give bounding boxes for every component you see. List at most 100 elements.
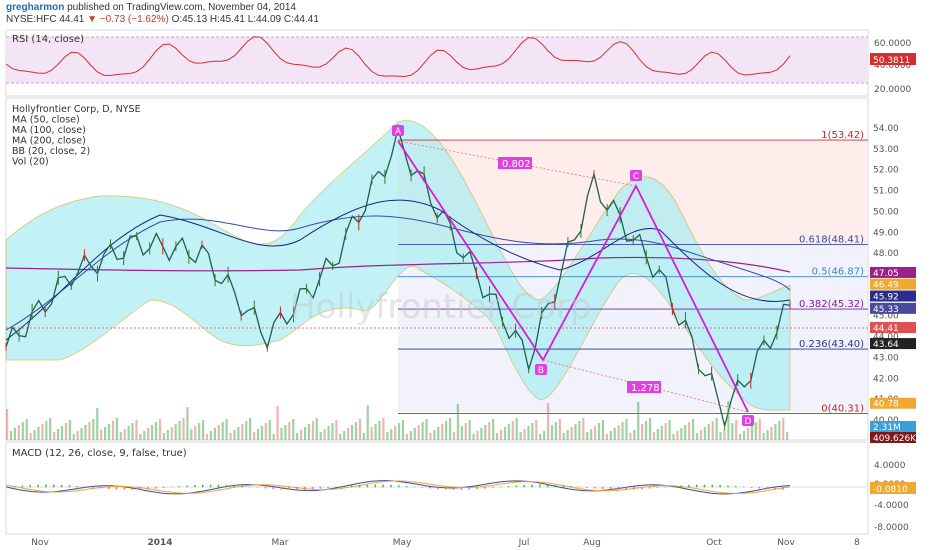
macd-tick-label: 4.0000 <box>874 461 906 471</box>
macd-panel-frame <box>5 441 869 535</box>
svg-text:45.92: 45.92 <box>873 293 899 303</box>
svg-text:B: B <box>538 366 544 376</box>
time-axis[interactable]: Nov 2014 Mar May Jul Aug Oct Nov 8 <box>31 538 860 548</box>
time-axis-label: 8 <box>854 538 860 548</box>
rsi-axis: 60.0000 40.0000 20.0000 <box>874 39 911 95</box>
svg-text:A: A <box>395 127 402 137</box>
rsi-tick-label: 60.0000 <box>874 39 911 49</box>
time-axis-label: Nov <box>777 538 795 548</box>
svg-text:45.33: 45.33 <box>873 305 899 315</box>
legend-item[interactable]: Vol (20) <box>12 157 49 168</box>
price-tick-label: 48.00 <box>873 249 899 259</box>
fib-level-label: 1(53.42) <box>821 130 864 141</box>
fib-level-label: 0(40.31) <box>821 404 864 415</box>
price-tick-label: 51.00 <box>873 187 899 197</box>
price-tag: 40.78 <box>870 397 916 410</box>
time-axis-label: Mar <box>272 538 289 548</box>
pattern-point-d: D <box>742 415 754 427</box>
ma-200-line <box>5 256 791 273</box>
rsi-band <box>6 37 868 83</box>
fib-level-label: 0.5(46.87) <box>812 267 864 278</box>
price-tick-label: 45.00 <box>873 312 899 322</box>
legend-item[interactable]: Hollyfrontier Corp, D, NYSE <box>12 104 141 115</box>
price-tag: 47.05 <box>870 266 916 279</box>
svg-text:46.49: 46.49 <box>873 281 899 291</box>
legend-item[interactable]: BB (20, close, 2) <box>12 146 90 157</box>
ohlc-values: O:45.13 H:45.41 L:44.09 C:44.41 <box>171 14 319 25</box>
svg-text:43.64: 43.64 <box>873 340 899 350</box>
price-tag: 45.33 <box>870 302 916 315</box>
pattern-point-b: B <box>535 364 547 376</box>
time-axis-label: 2014 <box>147 538 172 548</box>
macd-signal-line <box>5 480 791 495</box>
legend-item[interactable]: MA (200, close) <box>12 136 86 147</box>
svg-text:409.626K: 409.626K <box>873 434 917 444</box>
macd-axis: 4.00000.0000-4.0000-8.0000 <box>874 461 909 533</box>
ratio-label-1: 0.802 <box>498 157 532 170</box>
candlesticks <box>5 124 791 431</box>
rsi-tick-label: 40.0000 <box>874 61 911 71</box>
price-tag: 45.92 <box>870 290 916 303</box>
legend-item[interactable]: MA (50, close) <box>12 115 80 126</box>
time-axis-label: Jul <box>518 538 530 548</box>
price-tick-label: 49.00 <box>873 228 899 238</box>
price-tick-label: 54.00 <box>873 124 899 134</box>
price-tick-label: 43.00 <box>873 353 899 363</box>
price-tag: 409.626K <box>870 432 917 444</box>
harmonic-pattern[interactable] <box>397 140 749 413</box>
price-tick-label: 44.00 <box>873 333 899 343</box>
symbol-label[interactable]: NYSE:HFC <box>6 14 57 25</box>
rsi-tick-label: 20.0000 <box>874 85 911 95</box>
legend-item[interactable]: MA (100, close) <box>12 125 86 136</box>
macd-last-value: -0.0810 <box>873 485 908 495</box>
fib-level-label: 0.618(48.41) <box>799 235 864 246</box>
price-tag: 43.64 <box>870 338 916 350</box>
svg-text:0.802: 0.802 <box>502 159 531 170</box>
rsi-title: RSI (14, close) <box>12 34 84 45</box>
pattern-point-c: C <box>630 170 642 182</box>
time-axis-label: Nov <box>31 538 49 548</box>
rsi-line <box>5 36 791 78</box>
price-tick-label: 42.00 <box>873 374 899 384</box>
price-tick-label: 50.00 <box>873 207 899 217</box>
pattern-point-labels: A B C D <box>392 125 754 427</box>
svg-text:40.78: 40.78 <box>873 400 899 410</box>
svg-text:C: C <box>633 172 639 182</box>
macd-last-tag: -0.0810 <box>870 482 916 495</box>
fib-level-label: 0.236(43.40) <box>799 339 864 350</box>
time-axis-label: Oct <box>706 538 722 548</box>
chart-header: gregharmon published on TradingView.com,… <box>6 2 319 26</box>
rsi-last-value: 50.3811 <box>873 56 910 66</box>
price-tick-label: 52.00 <box>873 166 899 176</box>
price-tag: 44.41 <box>870 322 916 334</box>
ma-50-line <box>5 199 791 341</box>
svg-text:1.278: 1.278 <box>631 383 660 394</box>
price-tag: 2.31M <box>870 421 916 433</box>
price-tag: 46.49 <box>870 278 916 291</box>
ma-100-line <box>5 215 791 331</box>
macd-histogram <box>6 484 784 490</box>
time-axis-label: Aug <box>583 538 601 548</box>
ratio-label-2: 1.278 <box>627 381 661 394</box>
author-name[interactable]: gregharmon <box>6 2 65 13</box>
price-change: ▼ −0.73 (−1.62%) <box>87 14 169 25</box>
volume-histogram <box>6 401 789 440</box>
time-axis-label: May <box>393 538 412 548</box>
svg-text:47.05: 47.05 <box>873 269 899 279</box>
svg-text:2.31M: 2.31M <box>873 423 901 433</box>
price-tags: 47.05 46.49 45.92 45.33 44.41 43.64 40.78 2.31M… <box>870 266 917 444</box>
published-text: published on TradingView.com, November 0… <box>67 2 296 13</box>
fib-level-label: 0.382(45.32) <box>799 299 864 310</box>
last-price: 44.41 <box>59 14 85 25</box>
svg-text:D: D <box>745 417 752 427</box>
watermark: Hollyfrontier Corp <box>290 287 592 327</box>
macd-title: MACD (12, 26, close, 9, false, true) <box>12 448 187 459</box>
macd-tick-label: -8.0000 <box>874 523 909 533</box>
svg-text:44.41: 44.41 <box>873 324 899 334</box>
price-tick-label: 53.00 <box>873 145 899 155</box>
pattern-point-a: A <box>392 125 404 137</box>
rsi-last-tag: 50.3811 <box>870 53 916 66</box>
macd-tick-label: -4.0000 <box>874 501 909 511</box>
